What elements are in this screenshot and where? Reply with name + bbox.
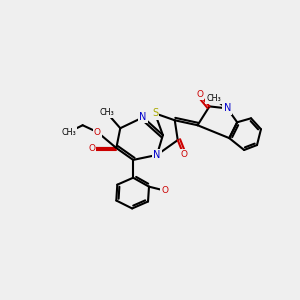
Text: O: O [180,151,187,160]
Text: O: O [94,128,101,137]
Text: N: N [224,103,231,113]
Text: CH₃: CH₃ [61,128,76,137]
Text: CH₃: CH₃ [206,94,221,103]
Text: S: S [152,108,158,118]
Text: O: O [196,90,203,99]
Text: CH₃: CH₃ [99,108,114,117]
Text: O: O [161,186,168,195]
Text: N: N [153,150,161,160]
Text: N: N [140,112,147,122]
Text: O: O [88,143,95,152]
